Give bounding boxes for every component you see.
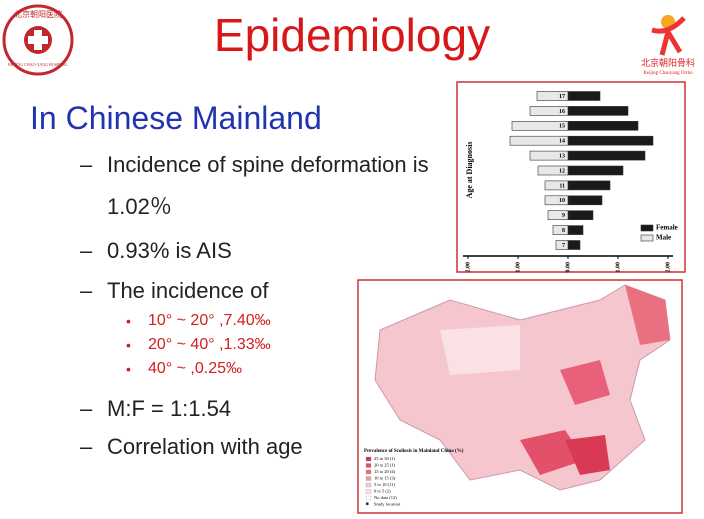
bar bbox=[547, 210, 569, 220]
y-tick-label: 15 bbox=[559, 124, 565, 130]
y-tick-label: 7 bbox=[562, 243, 565, 249]
bar bbox=[567, 210, 594, 220]
map-legend-swatch bbox=[365, 469, 372, 475]
y-tick-label: 12 bbox=[559, 168, 565, 174]
logo-text: Beijing Chaoyang Ortho bbox=[643, 71, 693, 76]
logo-right: 北京朝阳骨科 Beijing Chaoyang Ortho bbox=[641, 15, 695, 76]
sub-bullet-dot: • bbox=[126, 361, 131, 377]
x-tick-label: 1.00 bbox=[615, 262, 621, 273]
sub-bullet-text: 20° ~ 40° ,1.33‰ bbox=[148, 336, 271, 353]
y-tick-label: 11 bbox=[559, 183, 565, 189]
pyramid-chart: 2.00 1.00 0.00 1.00 2.00 17 16 15 14 13 12 11 10 9 8 7 F… bbox=[463, 91, 678, 273]
bar bbox=[509, 135, 569, 146]
bar bbox=[567, 91, 601, 101]
bar bbox=[544, 195, 569, 206]
y-tick-label: 13 bbox=[559, 153, 565, 159]
map-legend-title: Prevalence of Scoliosis in Mainland Chin… bbox=[364, 449, 464, 454]
map-legend-swatch bbox=[365, 482, 372, 488]
logo-text: 北京朝阳骨科 bbox=[641, 57, 695, 68]
bar bbox=[567, 240, 581, 250]
bar bbox=[567, 106, 629, 116]
logo-left: 北京朝阳医院 BEIJING CHAO-YANG HOSPITAL bbox=[2, 4, 74, 76]
map bbox=[357, 279, 683, 514]
map-legend-label: 5 to 10 (11) bbox=[374, 482, 395, 487]
y-tick-label: 14 bbox=[559, 139, 565, 145]
bar bbox=[567, 135, 654, 146]
map-legend-swatch bbox=[365, 476, 372, 481]
map-legend-label: 10 to 15 (3) bbox=[374, 476, 396, 481]
bullet-text: 0.93% is AIS bbox=[107, 238, 232, 263]
x-tick-label: 0.00 bbox=[565, 262, 571, 273]
y-tick-label: 17 bbox=[559, 94, 565, 100]
bar bbox=[567, 121, 639, 131]
sub-bullet-text: 40° ~ ,0.25‰ bbox=[148, 360, 243, 377]
bar bbox=[567, 165, 624, 176]
bar bbox=[567, 180, 611, 191]
bar bbox=[567, 195, 603, 206]
map-legend-swatch bbox=[365, 489, 372, 494]
map-region bbox=[440, 325, 520, 375]
bar bbox=[544, 180, 569, 191]
map-legend-swatch bbox=[365, 456, 372, 462]
map-legend-label: Study location bbox=[374, 502, 401, 507]
logo-figure bbox=[651, 16, 686, 56]
bullet-dash: – bbox=[80, 396, 93, 421]
map-legend-label: 0 to 5 (2) bbox=[374, 489, 391, 494]
y-axis-label: Age at Diagnosis bbox=[465, 142, 474, 199]
logo-text: BEIJING CHAO-YANG HOSPITAL bbox=[8, 62, 68, 67]
legend-swatch bbox=[640, 224, 654, 232]
bullet-dash: – bbox=[80, 278, 93, 303]
bullet-text: M:F = 1:1.54 bbox=[107, 396, 232, 421]
map-legend-swatch bbox=[365, 495, 372, 501]
map-region bbox=[565, 435, 610, 475]
bullet-text: Correlation with age bbox=[107, 434, 303, 459]
bar bbox=[529, 106, 569, 116]
legend-swatch bbox=[640, 234, 654, 242]
y-tick-label: 10 bbox=[559, 198, 565, 204]
bullet-dash: – bbox=[80, 238, 93, 263]
legend-label: Male bbox=[656, 234, 671, 242]
y-tick-label: 8 bbox=[562, 228, 565, 234]
x-tick-label: 2.00 bbox=[665, 262, 671, 273]
y-tick-label: 9 bbox=[562, 213, 565, 219]
y-tick-label: 16 bbox=[559, 109, 565, 115]
sub-bullet-text: 10° ~ 20° ,7.40‰ bbox=[148, 312, 271, 329]
bullet-dash: – bbox=[80, 434, 93, 459]
bullet-text: Incidence of spine deformation is 1.02％ bbox=[107, 152, 429, 219]
bar bbox=[536, 91, 569, 101]
map-legend-label: No data (12) bbox=[374, 495, 397, 500]
map-legend-swatch bbox=[365, 502, 369, 506]
map-region bbox=[625, 285, 670, 345]
x-tick-label: 1.00 bbox=[515, 262, 521, 273]
subtitle: In Chinese Mainland bbox=[30, 100, 322, 136]
map-legend-swatch bbox=[365, 463, 372, 468]
map-legend-label: 20 to 25 (1) bbox=[374, 463, 396, 468]
bullet-dash: – bbox=[80, 152, 93, 177]
bar bbox=[567, 225, 584, 235]
bullet-text: The incidence of bbox=[107, 278, 269, 303]
bar bbox=[529, 150, 569, 161]
sub-bullet-dot: • bbox=[126, 337, 131, 353]
bar bbox=[567, 150, 646, 161]
title: Epidemiology bbox=[213, 9, 491, 61]
bar bbox=[537, 165, 569, 176]
x-tick-label: 2.00 bbox=[465, 262, 471, 273]
logo-text: 北京朝阳医院 bbox=[14, 9, 62, 19]
bar bbox=[511, 121, 569, 131]
logo-cross bbox=[28, 36, 48, 44]
map-region bbox=[560, 360, 610, 405]
map-legend-label: 15 to 20 (4) bbox=[374, 469, 396, 474]
sub-bullet-dot: • bbox=[126, 313, 131, 329]
bar bbox=[555, 240, 569, 250]
bar bbox=[552, 225, 569, 235]
legend-label: Female bbox=[656, 224, 678, 232]
map-legend-label: 25 to 30 (1) bbox=[374, 456, 396, 461]
